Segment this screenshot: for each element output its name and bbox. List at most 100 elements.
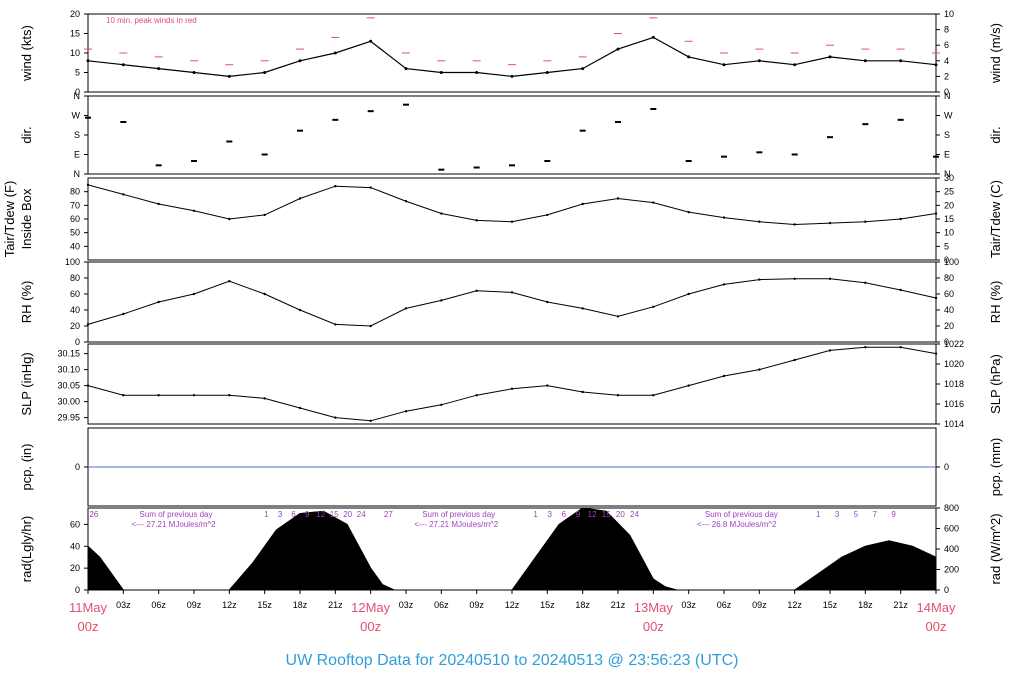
data-point <box>86 323 90 326</box>
data-point <box>86 384 90 387</box>
y-tick-label-left: 30.10 <box>57 365 80 375</box>
panel-frame <box>87 95 937 175</box>
rad-hour-label: 6 <box>562 510 567 519</box>
y-tick-label-right: 800 <box>944 503 959 513</box>
dir-mark <box>155 164 162 167</box>
data-point <box>157 300 160 304</box>
data-point <box>192 292 196 296</box>
day-label-date: 13May <box>634 600 674 615</box>
data-point <box>899 59 903 63</box>
dir-mark <box>862 123 869 126</box>
rad-hour-label: 24 <box>357 510 366 519</box>
data-point <box>475 219 478 222</box>
y-tick-label-left: 10 <box>70 48 80 58</box>
y-tick-label-left: 20 <box>70 9 80 19</box>
y-tick-label-right: 4 <box>944 56 949 66</box>
x-tick-label: 15z <box>540 600 555 610</box>
data-point <box>228 217 231 221</box>
data-point <box>651 35 655 39</box>
dir-mark <box>933 155 939 158</box>
rad-hour-label: 15 <box>602 510 611 519</box>
data-point <box>687 292 690 296</box>
y-tick-label-left: 30.15 <box>57 349 80 359</box>
dir-mark <box>791 153 798 156</box>
data-point <box>510 387 514 390</box>
y-tick-label-right: 1016 <box>944 399 964 409</box>
data-point <box>298 406 302 410</box>
y-tick-label-left: 29.95 <box>57 413 80 423</box>
x-tick-label: 03z <box>116 600 131 610</box>
x-tick-label: 12z <box>787 600 802 610</box>
x-tick-label: 09z <box>187 600 202 610</box>
data-point <box>652 201 655 204</box>
dir-mark <box>297 129 303 132</box>
data-point <box>616 197 620 200</box>
y-tick-label-right: 10 <box>944 9 954 19</box>
y-tick-label-right: 0 <box>944 462 949 472</box>
y-tick-label-right: N <box>944 91 951 101</box>
rad-hour-label: 5 <box>854 510 859 519</box>
data-point <box>333 51 337 55</box>
y-tick-label-left: N <box>74 91 81 101</box>
y-tick-label-right: 0 <box>944 87 949 97</box>
panel-pcp: 0 0 pcp. (in) pcp. (mm) <box>19 427 1003 507</box>
y-tick-label-right: S <box>944 130 950 140</box>
panel-frame <box>87 13 937 93</box>
y-tick-label-left: 30.05 <box>57 381 80 391</box>
rad-hour-label: 9 <box>576 510 581 519</box>
dir-mark <box>685 160 692 162</box>
data-point <box>510 220 514 223</box>
y-tick-label-left: E <box>74 150 80 160</box>
y-tick-label-right: 1014 <box>944 419 964 429</box>
dir-mark <box>367 110 374 113</box>
x-tick-label: 12z <box>222 600 237 610</box>
data-point <box>581 307 584 310</box>
y-label-right: pcp. (mm) <box>988 438 1003 497</box>
y-label-left: pcp. (in) <box>19 444 34 491</box>
day-label-date: 12May <box>351 600 391 615</box>
x-tick-label: 09z <box>752 600 767 610</box>
data-point <box>581 67 585 71</box>
data-point <box>934 63 938 67</box>
y-tick-label-right: 400 <box>944 544 959 554</box>
dir-mark <box>332 118 339 121</box>
y-tick-label-left: 15 <box>70 29 80 39</box>
y-tick-label-left: 40 <box>70 305 80 315</box>
data-point <box>404 307 408 310</box>
rad-hour-label: 3 <box>835 510 840 519</box>
data-point <box>687 210 690 214</box>
data-point <box>298 59 302 63</box>
dir-mark <box>261 153 268 156</box>
y-tick-label-right: W <box>944 111 953 121</box>
rad-area <box>87 507 937 591</box>
data-point <box>581 202 584 206</box>
rad-hour-label: 12 <box>316 510 325 519</box>
data-point <box>934 352 938 355</box>
data-point <box>687 55 691 59</box>
data-point <box>793 63 797 67</box>
dir-mark <box>897 118 904 121</box>
x-axis: 03z 06z 09z 12z 15z 18z 21z 03z 06z 09z 12z 15z 18z 2… <box>69 590 956 634</box>
dir-mark <box>403 103 409 106</box>
data-point <box>86 59 90 63</box>
data-point <box>616 47 620 51</box>
data-point <box>616 394 620 397</box>
dir-mark <box>191 160 197 162</box>
y-tick-label-left: 20 <box>70 321 80 331</box>
data-point <box>369 419 372 422</box>
data-point <box>157 202 160 206</box>
y-label-left: SLP (inHg) <box>19 352 34 415</box>
y-tick-label-right: 1018 <box>944 379 964 389</box>
y-tick-label-left: 5 <box>75 68 80 78</box>
y-label-left: Tair/Tdew (F) <box>2 181 17 258</box>
data-point <box>758 368 761 371</box>
y-tick-label-left: 30.00 <box>57 397 80 407</box>
y-tick-label-right: 1020 <box>944 359 964 369</box>
data-point <box>263 71 267 74</box>
rad-hour-label: 3 <box>278 510 283 519</box>
data-point <box>758 220 761 223</box>
y-tick-label-right: 600 <box>944 524 959 534</box>
dir-mark <box>120 121 127 123</box>
